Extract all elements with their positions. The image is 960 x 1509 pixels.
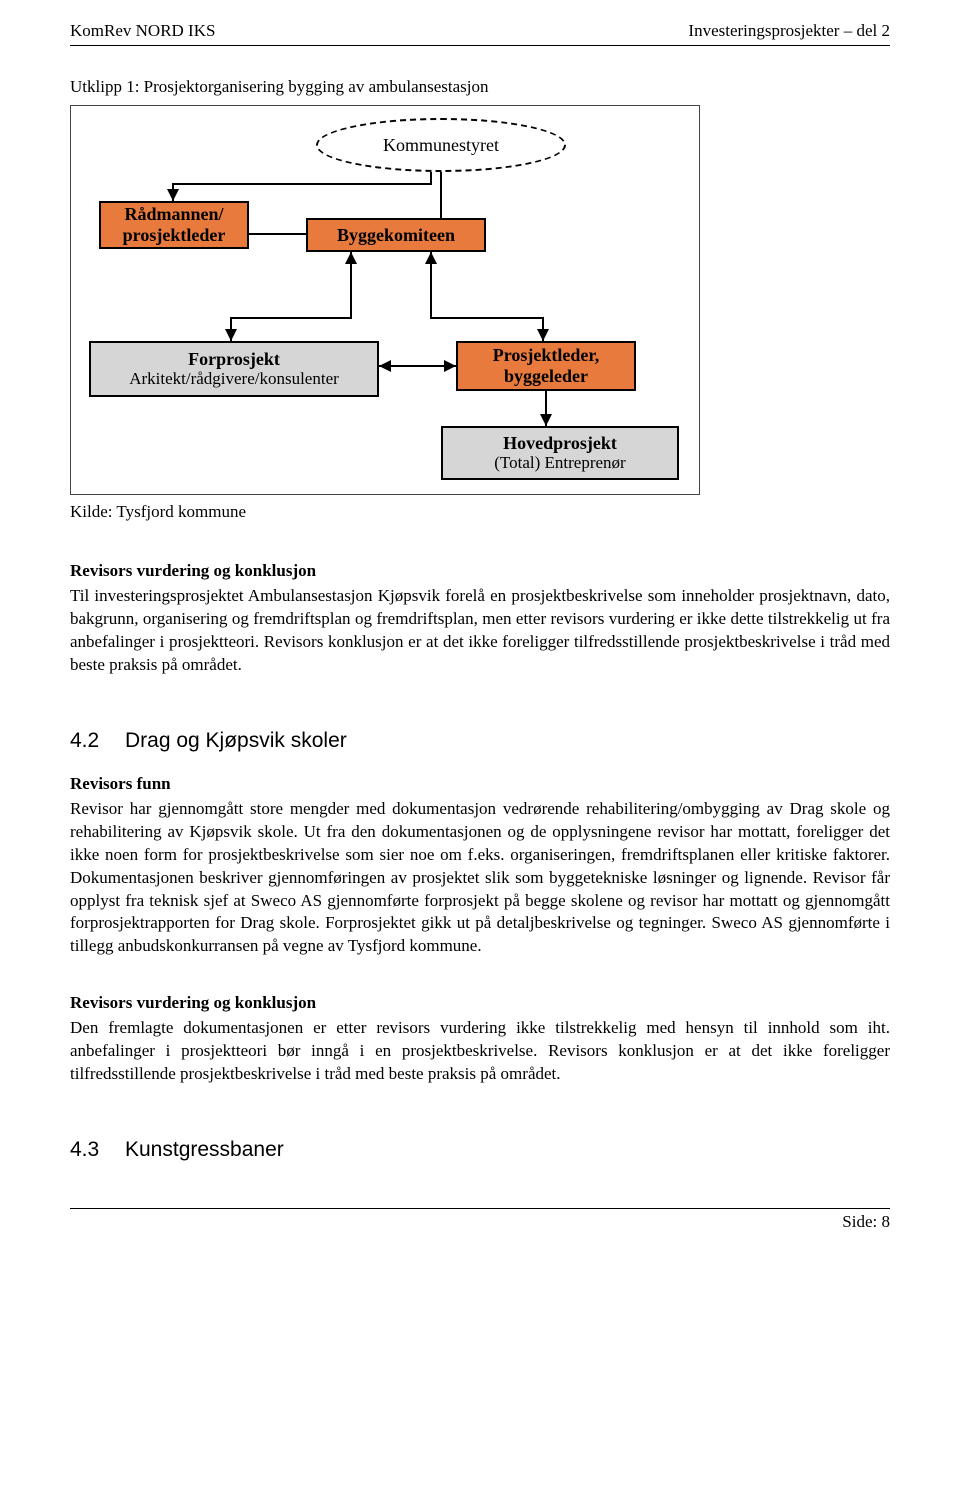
section-number: 4.2 [70, 727, 125, 755]
footer-label: Side: [842, 1211, 877, 1234]
page-header: KomRev NORD IKS Investeringsprosjekter –… [70, 20, 890, 46]
org-diagram: Kommunestyret Rådmannen/prosjektleder Bygg… [70, 105, 700, 495]
page-footer: Side: 8 [70, 1208, 890, 1234]
diagram-node-byggekomiteen: Byggekomiteen [306, 218, 486, 252]
footer-page-number: 8 [882, 1211, 891, 1234]
section-4-3: 4.3Kunstgressbaner [70, 1136, 890, 1164]
section-number: 4.3 [70, 1136, 125, 1164]
header-left: KomRev NORD IKS [70, 20, 215, 43]
figure-caption: Utklipp 1: Prosjektorganisering bygging … [70, 76, 890, 99]
findings-text: Revisor har gjennomgått store mengder me… [70, 798, 890, 959]
diagram-node-forprosjekt: ForprosjektArkitekt/rådgivere/konsulente… [89, 341, 379, 397]
section-title: Kunstgressbaner [125, 1138, 284, 1161]
section-4-2: 4.2Drag og Kjøpsvik skoler [70, 727, 890, 755]
figure-source: Kilde: Tysfjord kommune [70, 501, 890, 524]
findings-heading: Revisors funn [70, 773, 890, 796]
assessment-text-1: Til investeringsprosjektet Ambulansestas… [70, 585, 890, 677]
diagram-node-radmann: Rådmannen/prosjektleder [99, 201, 249, 249]
assessment-heading-2: Revisors vurdering og konklusjon [70, 992, 890, 1015]
diagram-node-prosjektleder: Prosjektleder,byggeleder [456, 341, 636, 391]
diagram-node-hovedprosjekt: Hovedprosjekt(Total) Entreprenør [441, 426, 679, 480]
assessment-text-2: Den fremlagte dokumentasjonen er etter r… [70, 1017, 890, 1086]
diagram-node-kommunestyret: Kommunestyret [316, 118, 566, 172]
assessment-heading-1: Revisors vurdering og konklusjon [70, 560, 890, 583]
header-right: Investeringsprosjekter – del 2 [688, 20, 890, 43]
section-title: Drag og Kjøpsvik skoler [125, 729, 347, 752]
